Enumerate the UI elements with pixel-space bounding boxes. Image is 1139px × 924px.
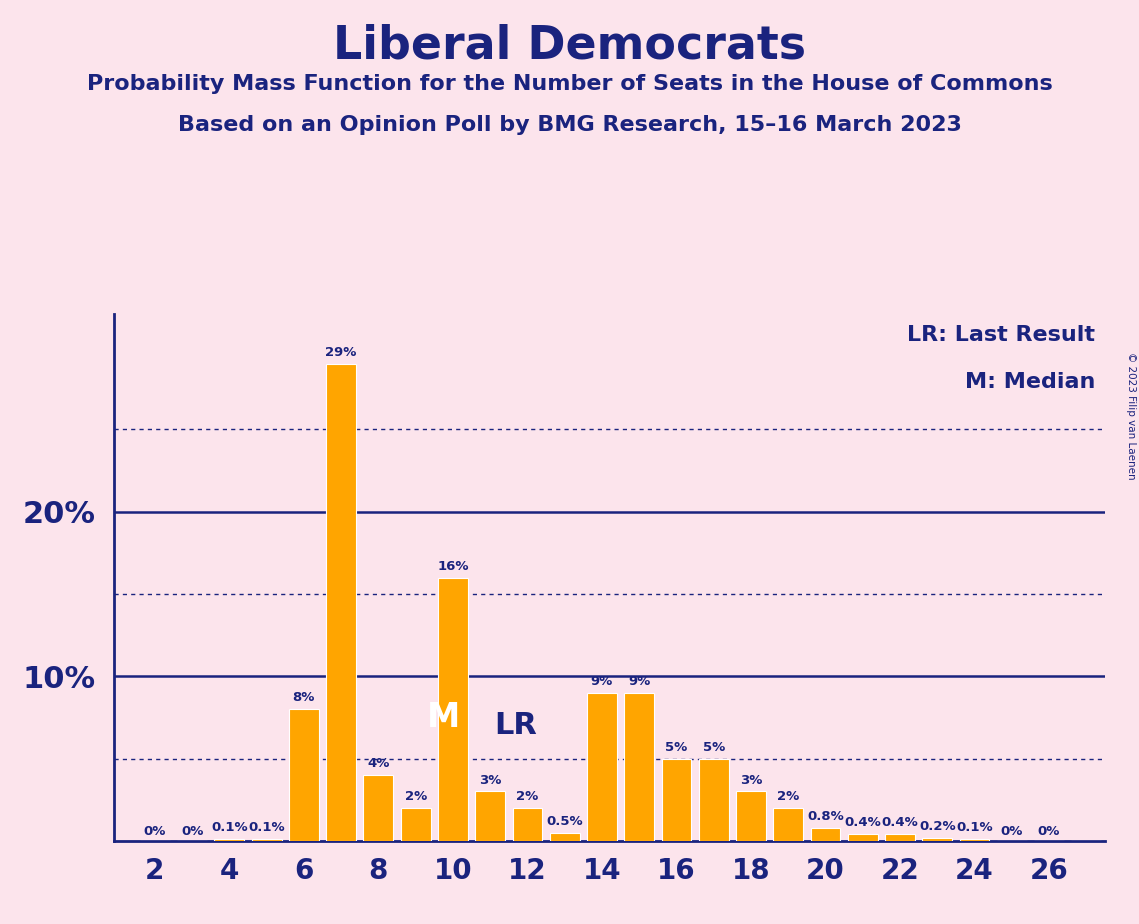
- Bar: [773, 808, 803, 841]
- Text: M: Median: M: Median: [965, 372, 1095, 392]
- Bar: [363, 775, 393, 841]
- Text: 0%: 0%: [1038, 824, 1060, 837]
- Text: 0.1%: 0.1%: [248, 821, 285, 834]
- Text: 0%: 0%: [144, 824, 166, 837]
- Text: 0.1%: 0.1%: [956, 821, 993, 834]
- Text: 2%: 2%: [777, 790, 800, 803]
- Text: 0.2%: 0.2%: [919, 820, 956, 833]
- Text: LR: Last Result: LR: Last Result: [907, 324, 1095, 345]
- Text: 5%: 5%: [703, 741, 724, 754]
- Text: 2%: 2%: [404, 790, 427, 803]
- Text: 0%: 0%: [181, 824, 204, 837]
- Bar: [811, 828, 841, 841]
- Text: 29%: 29%: [326, 346, 357, 359]
- Bar: [401, 808, 431, 841]
- Bar: [439, 578, 468, 841]
- Bar: [214, 839, 244, 841]
- Bar: [923, 837, 952, 841]
- Bar: [959, 839, 990, 841]
- Bar: [624, 693, 654, 841]
- Text: © 2023 Filip van Laenen: © 2023 Filip van Laenen: [1125, 352, 1136, 480]
- Text: 8%: 8%: [293, 691, 316, 704]
- Text: 9%: 9%: [591, 675, 613, 687]
- Text: 9%: 9%: [628, 675, 650, 687]
- Bar: [736, 792, 765, 841]
- Bar: [326, 363, 357, 841]
- Bar: [847, 834, 877, 841]
- Text: 2%: 2%: [516, 790, 539, 803]
- Bar: [587, 693, 617, 841]
- Text: 0.5%: 0.5%: [547, 815, 583, 828]
- Text: Based on an Opinion Poll by BMG Research, 15–16 March 2023: Based on an Opinion Poll by BMG Research…: [178, 115, 961, 135]
- Text: 0.4%: 0.4%: [844, 816, 882, 830]
- Text: 16%: 16%: [437, 560, 468, 573]
- Text: 0.4%: 0.4%: [882, 816, 918, 830]
- Text: 3%: 3%: [739, 773, 762, 786]
- Text: Probability Mass Function for the Number of Seats in the House of Commons: Probability Mass Function for the Number…: [87, 74, 1052, 94]
- Text: M: M: [427, 701, 460, 734]
- Bar: [475, 792, 505, 841]
- Bar: [550, 833, 580, 841]
- Bar: [289, 710, 319, 841]
- Text: Liberal Democrats: Liberal Democrats: [333, 23, 806, 68]
- Text: 0.8%: 0.8%: [808, 809, 844, 822]
- Bar: [252, 839, 281, 841]
- Bar: [513, 808, 542, 841]
- Text: 3%: 3%: [480, 773, 501, 786]
- Text: 5%: 5%: [665, 741, 688, 754]
- Bar: [662, 759, 691, 841]
- Text: 4%: 4%: [367, 757, 390, 770]
- Bar: [885, 834, 915, 841]
- Text: 0%: 0%: [1000, 824, 1023, 837]
- Text: LR: LR: [494, 711, 536, 740]
- Bar: [698, 759, 729, 841]
- Text: 0.1%: 0.1%: [211, 821, 247, 834]
